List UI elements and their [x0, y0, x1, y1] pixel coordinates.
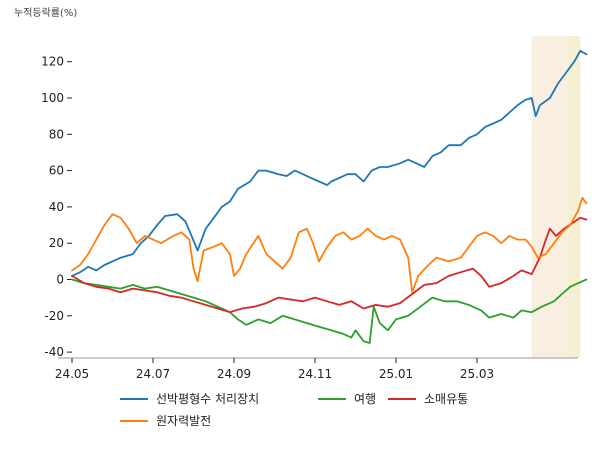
series-line-3	[71, 196, 588, 294]
x-tick-label: 25.01	[379, 367, 413, 381]
y-tick-label: 120	[41, 55, 64, 69]
x-tick-label: 24.05	[55, 367, 89, 381]
legend-label-3: 원자력발전	[156, 414, 211, 428]
highlight-band-0	[531, 36, 569, 358]
y-unit-label: 누적등락률(%)	[14, 7, 77, 19]
y-tick-label: 20	[49, 236, 64, 250]
series-line-0	[71, 49, 588, 277]
y-tick-label: 100	[41, 91, 64, 105]
y-tick-label: -20	[44, 309, 64, 323]
series-lines	[71, 49, 588, 344]
y-tick-label: 80	[49, 127, 64, 141]
x-tick-label: 24.09	[217, 367, 251, 381]
highlight-band-1	[568, 36, 581, 358]
x-tick-label: 24.07	[136, 367, 170, 381]
legend-label-2: 소매유통	[424, 392, 468, 406]
y-axis: -40 -20 0 20 40 60 80 100 120	[41, 55, 72, 359]
y-tick-label: 40	[49, 200, 64, 214]
x-tick-label: 25.03	[460, 367, 494, 381]
x-tick-label: 24.11	[298, 367, 332, 381]
y-tick-label: 60	[49, 164, 64, 178]
legend-label-0: 선박평형수 처리장치	[156, 392, 259, 406]
y-tick-label: -40	[44, 345, 64, 359]
highlight-bands	[531, 36, 581, 358]
x-axis: 24.05 24.07 24.09 24.11 25.01 25.03	[55, 357, 578, 381]
y-tick-label: 0	[56, 273, 64, 287]
legend-label-1: 여행	[354, 391, 376, 406]
series-line-1	[71, 278, 588, 344]
series-line-2	[71, 216, 588, 314]
